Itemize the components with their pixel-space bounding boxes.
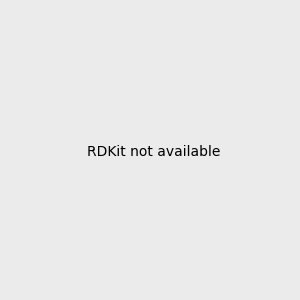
Text: RDKit not available: RDKit not available [87,145,220,158]
